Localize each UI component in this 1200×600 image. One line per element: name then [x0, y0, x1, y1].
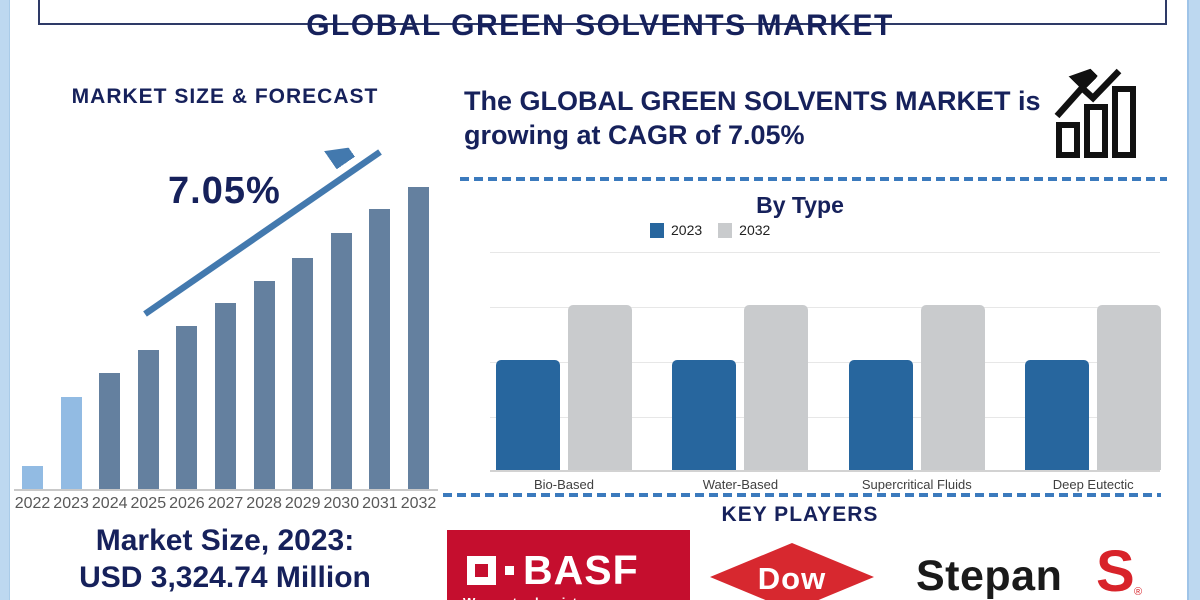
stepan-wordmark: Stepan: [916, 552, 1063, 600]
forecast-bar-2024: [99, 373, 121, 489]
forecast-bar-2022: [22, 466, 43, 489]
legend-label: 2032: [739, 222, 771, 238]
legend-label: 2023: [671, 222, 703, 238]
legend-item-2032: 2032: [718, 222, 770, 238]
forecast-year-label: 2032: [400, 495, 437, 512]
by-type-category-label: Water-Based: [702, 477, 779, 492]
by-type-axis-line: [490, 470, 1160, 472]
by-type-category-labels: Bio-Based Water-Based Supercritical Fluids…: [490, 477, 1160, 493]
forecast-bar-2023: [60, 397, 82, 489]
legend-item-2023: 2023: [650, 222, 702, 238]
gridline: [490, 362, 1160, 363]
by-type-bar-2023-water-based: [672, 360, 737, 470]
forecast-bar-2027: [215, 303, 236, 489]
cagr-banner-line1: The GLOBAL GREEN SOLVENTS MARKET is: [464, 86, 1041, 116]
forecast-year-label: 2030: [323, 495, 360, 512]
forecast-bar-2030: [330, 233, 352, 489]
cagr-banner: The GLOBAL GREEN SOLVENTS MARKET is grow…: [464, 84, 1064, 152]
page-title: GLOBAL GREEN SOLVENTS MARKET: [306, 9, 894, 43]
growth-arrow-icon: [143, 138, 382, 317]
basf-wordmark-row: BASF: [467, 547, 639, 593]
forecast-year-label: 2023: [53, 495, 89, 512]
forecast-axis-line: [14, 489, 438, 491]
forecast-bar-2026: [176, 326, 198, 489]
dow-diamond-icon: [710, 543, 874, 600]
forecast-cagr-label: 7.05%: [168, 170, 281, 212]
basf-tagline: We create chemistry: [463, 595, 589, 600]
basf-logo: BASF We create chemistry: [447, 530, 690, 600]
by-type-bar-2023-bio-based: [496, 360, 560, 470]
by-type-bar-chart: [490, 240, 1162, 472]
by-type-category-label: Supercritical Fluids: [861, 477, 972, 492]
header-border-box: [38, 0, 1167, 25]
by-type-bar-2032-deep-eutectic: [1097, 305, 1162, 470]
basf-wordmark: BASF: [523, 547, 639, 593]
gridline: [490, 417, 1160, 418]
dow-logo: Dow: [710, 543, 874, 600]
by-type-bar-2032-bio-based: [568, 305, 632, 470]
gridline: [490, 252, 1160, 253]
dow-wordmark: Dow: [758, 561, 826, 596]
forecast-year-label: 2029: [284, 495, 321, 512]
legend-swatch-icon: [650, 222, 664, 238]
forecast-bar-2028: [253, 281, 275, 489]
by-type-category-label: Bio-Based: [534, 477, 594, 492]
by-type-bar-2023-deep-eutectic: [1025, 360, 1090, 470]
stepan-s-icon: S: [1096, 539, 1135, 600]
forecast-year-label: 2031: [362, 495, 398, 512]
forecast-year-label: 2027: [207, 495, 244, 512]
by-type-bar-2023-supercritical-fluids: [848, 360, 913, 470]
market-size-line2: USD 3,324.74 Million: [79, 561, 371, 594]
by-type-bar-2032-supercritical-fluids: [920, 305, 985, 470]
by-type-legend: 2023 2032: [650, 222, 770, 238]
key-players-heading: KEY PLAYERS: [721, 503, 879, 526]
forecast-bar-2025: [137, 350, 159, 489]
by-type-category-label: Deep Eutectic: [1052, 477, 1134, 492]
forecast-year-label: 2028: [246, 495, 282, 512]
forecast-year-labels: 2022 2023 2024 2025 2026 2027 2028 2029 2030 2031…: [14, 495, 444, 513]
forecast-bar-2031: [369, 209, 391, 489]
dashed-divider-bottom: [443, 493, 1161, 497]
bar-chart-growth-icon: [1054, 64, 1136, 158]
registered-trademark-symbol: ®: [1134, 586, 1143, 598]
forecast-chart-title: MARKET SIZE & FORECAST: [71, 85, 379, 108]
forecast-year-label: 2025: [130, 495, 167, 512]
legend-swatch-icon: [718, 222, 733, 238]
basf-dot-icon: [505, 566, 514, 575]
forecast-year-label: 2026: [169, 495, 205, 512]
dashed-divider-top: [460, 177, 1167, 181]
cagr-banner-line2: growing at CAGR of 7.05%: [464, 120, 805, 150]
market-size-callout: Market Size, 2023: USD 3,324.74 Million: [5, 522, 445, 596]
forecast-bar-2032: [408, 187, 429, 489]
forecast-year-label: 2022: [14, 495, 51, 512]
by-type-chart-title: By Type: [756, 192, 844, 218]
forecast-bar-2029: [292, 258, 314, 489]
market-size-line1: Market Size, 2023:: [95, 524, 355, 557]
left-border-strip: [0, 0, 10, 600]
basf-square-icon: [467, 556, 496, 585]
forecast-year-label: 2024: [91, 495, 128, 512]
right-border-strip: [1187, 0, 1200, 600]
by-type-bar-2032-water-based: [744, 305, 809, 470]
gridline: [490, 307, 1160, 308]
forecast-bar-chart: [14, 180, 440, 489]
